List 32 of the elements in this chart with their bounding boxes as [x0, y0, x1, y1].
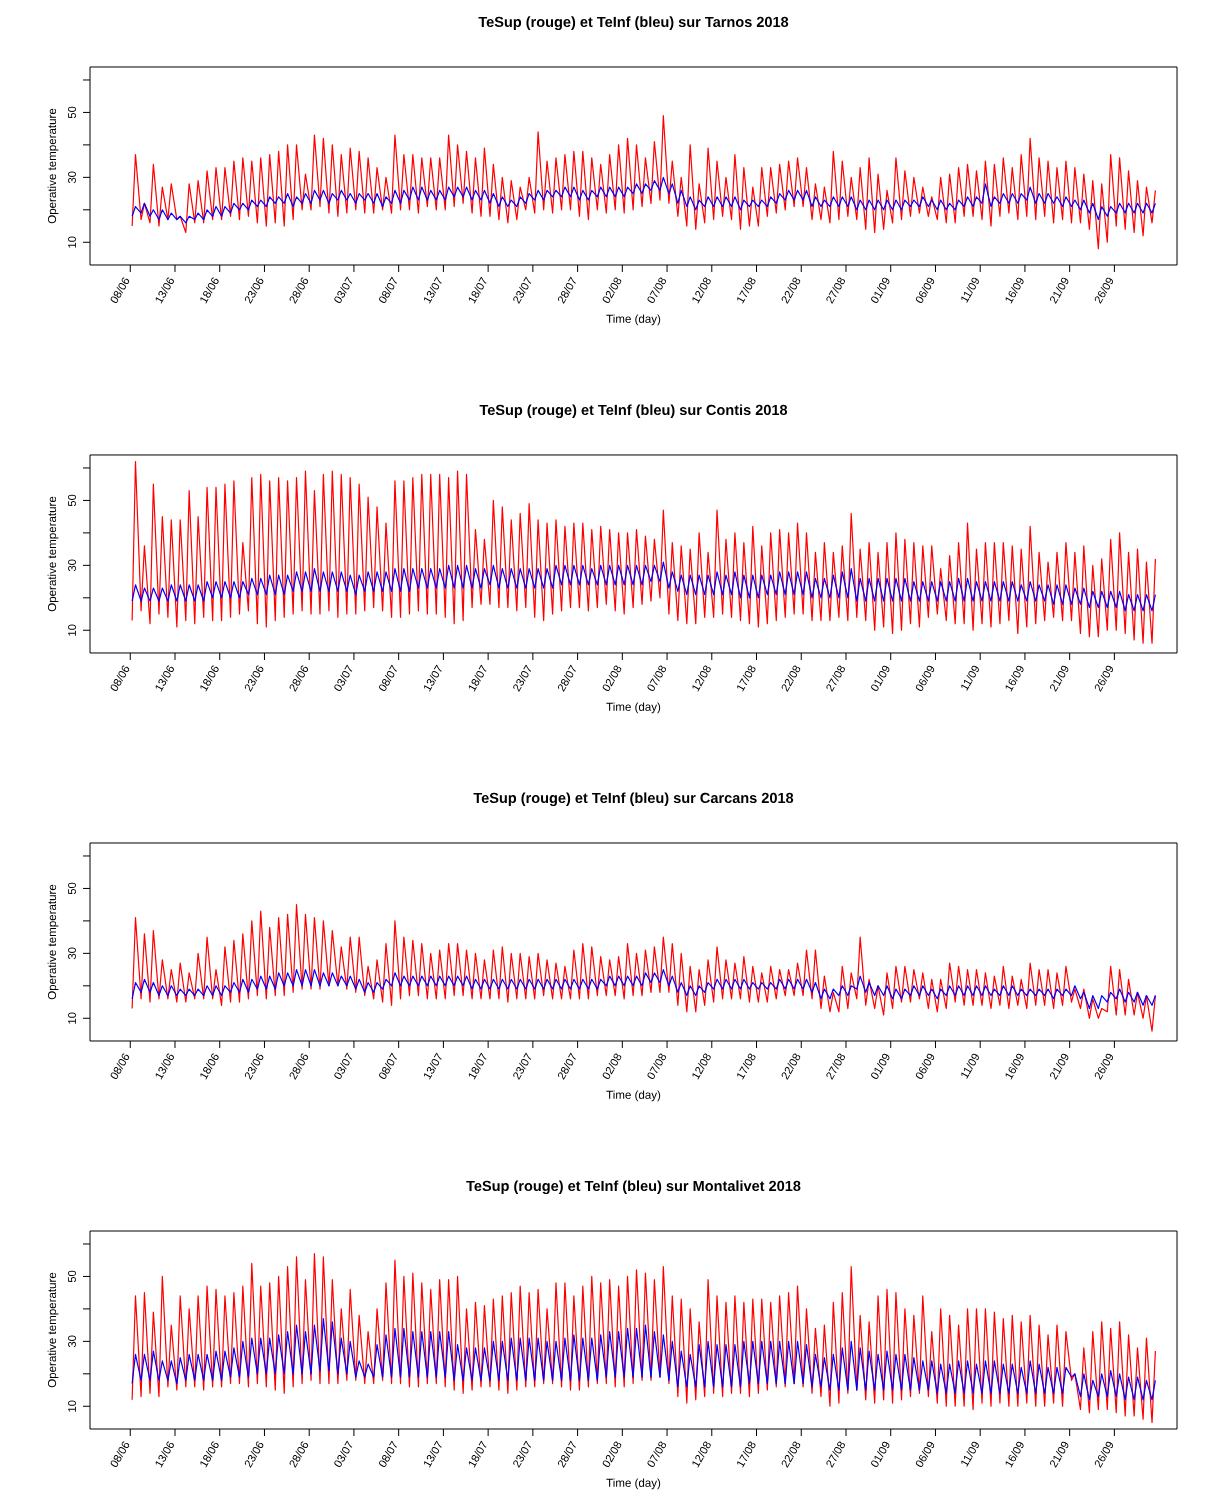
y-axis-title: Operative temperature [47, 108, 59, 224]
y-axis-title: Operative temperature [47, 1272, 59, 1388]
y-tick-label: 50 [68, 882, 76, 895]
y-tick-label: 30 [68, 947, 76, 960]
x-axis-title: Time (day) [606, 314, 661, 326]
y-tick-label: 30 [68, 1335, 76, 1348]
chart-title: TeSup (rouge) et TeInf (bleu) sur Montalivet 2018 [466, 1180, 801, 1195]
line-series [131, 176, 1156, 224]
y-tick-label: 50 [68, 106, 76, 119]
y-tick-label: 10 [68, 1400, 76, 1412]
y-tick-label: 10 [68, 624, 76, 636]
y-tick-label: 10 [68, 236, 76, 248]
chart-title: TeSup (rouge) et TeInf (bleu) sur Contis 2018 [479, 404, 788, 418]
line-series [131, 561, 1156, 612]
chart-title: TeSup (rouge) et TeInf (bleu) sur Carcans 2018 [473, 792, 794, 807]
y-tick-label: 30 [68, 559, 76, 572]
y-axis-title: Operative temperature [47, 884, 59, 1000]
line-series [131, 460, 1156, 644]
y-tick-label: 50 [68, 1270, 76, 1283]
x-axis-title: Time (day) [606, 1090, 661, 1102]
y-tick-label: 50 [68, 494, 76, 507]
y-axis-title: Operative temperature [47, 496, 59, 612]
y-tick-label: 10 [68, 1012, 76, 1024]
y-tick-label: 30 [68, 171, 76, 184]
line-series [131, 115, 1156, 250]
x-axis-title: Time (day) [606, 1478, 661, 1490]
line-series [131, 1318, 1156, 1401]
line-series [131, 1253, 1156, 1424]
line-series [131, 904, 1156, 1032]
line-series [131, 968, 1156, 1010]
chart-title: TeSup (rouge) et TeInf (bleu) sur Tarnos 2018 [478, 16, 789, 30]
x-axis-title: Time (day) [606, 702, 661, 714]
